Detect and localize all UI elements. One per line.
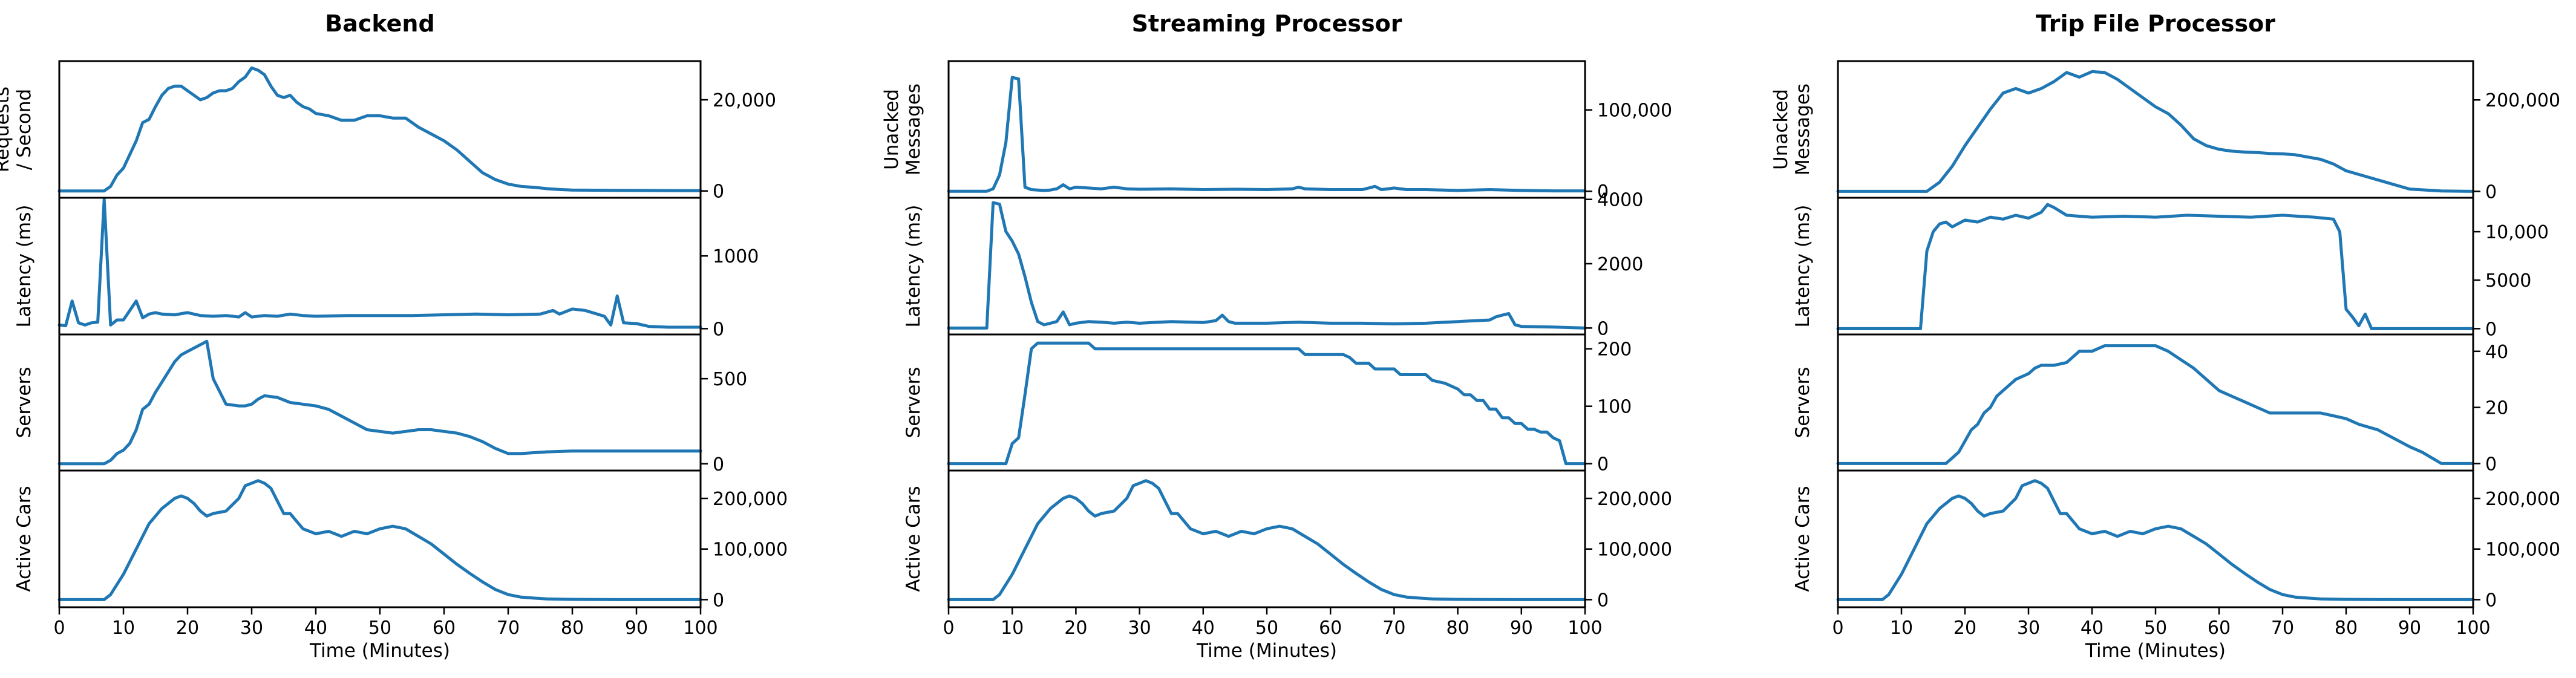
series-line [947,479,1587,601]
x-tick-label: 20 [176,618,199,639]
y-axis-label: Latency (ms) [903,205,924,328]
y-tick-label: 200,000 [2485,489,2560,510]
y-tick-label: 10,000 [2485,222,2549,243]
x-tick-label: 60 [2208,618,2231,639]
y-axis-label: Servers [13,367,35,438]
y-tick-label: 0 [1597,318,1609,339]
y-tick-label: 200,000 [713,489,788,510]
series-line [947,201,1587,330]
x-tick-label: 30 [2017,618,2040,639]
chart-title: Streaming Processor [1132,10,1402,37]
y-axis-label: Active Cars [13,486,35,592]
y-axis-label: Requests [0,86,13,172]
x-tick-label: 80 [2335,618,2358,639]
y-tick-label: 0 [2485,454,2497,475]
y-axis-label: Unacked [1770,89,1792,170]
y-tick-label: 200 [1597,339,1632,360]
x-axis-label: Time (Minutes) [1196,640,1337,662]
y-axis-label: Servers [903,367,924,438]
series-line [57,66,702,193]
x-tick-label: 80 [561,618,584,639]
x-tick-label: 90 [1510,618,1533,639]
x-tick-label: 50 [368,618,391,639]
y-tick-label: 0 [2485,590,2497,611]
x-tick-label: 30 [1128,618,1151,639]
x-tick-label: 100 [683,618,718,639]
x-axis-label: Time (Minutes) [309,640,450,662]
y-tick-label: 0 [713,181,724,203]
y-tick-label: 0 [713,590,724,611]
x-tick-label: 90 [625,618,648,639]
series-line [1836,344,2475,465]
series-line [57,479,702,601]
x-tick-label: 70 [2271,618,2294,639]
chart-title: Trip File Processor [2036,10,2275,37]
y-tick-label: 100 [1597,397,1632,418]
y-tick-label: 1000 [713,246,759,267]
y-axis-label: Latency (ms) [13,205,35,328]
y-axis-label: Latency (ms) [1792,205,1814,328]
y-tick-label: 0 [713,319,724,340]
x-tick-label: 0 [1832,618,1843,639]
y-axis-label: / Second [13,89,35,170]
y-axis-label: Messages [903,83,924,175]
series-line [1836,203,2475,330]
series-line [947,341,1587,466]
x-tick-label: 90 [2398,618,2421,639]
x-tick-label: 10 [112,618,135,639]
x-tick-label: 10 [1001,618,1024,639]
y-tick-label: 5000 [2485,270,2531,292]
x-tick-label: 50 [2144,618,2167,639]
x-tick-label: 50 [1255,618,1278,639]
series-line [947,76,1587,193]
y-tick-label: 0 [1597,590,1609,611]
x-tick-label: 60 [1319,618,1342,639]
y-tick-label: 0 [2485,319,2497,340]
x-tick-label: 100 [1568,618,1602,639]
y-axis-label: Active Cars [903,486,924,592]
x-tick-label: 10 [1890,618,1913,639]
series-line [1836,70,2475,193]
y-axis-label: Messages [1792,83,1814,175]
x-axis-label: Time (Minutes) [2085,640,2226,662]
chart-title: Backend [325,10,434,37]
y-tick-label: 100,000 [1597,539,1672,561]
x-tick-label: 40 [2081,618,2104,639]
y-tick-label: 100,000 [2485,539,2560,561]
y-tick-label: 2000 [1597,254,1643,275]
y-tick-label: 0 [1597,181,1609,203]
x-tick-label: 60 [433,618,456,639]
series-line [57,339,702,466]
x-tick-label: 80 [1447,618,1469,639]
y-tick-label: 200,000 [1597,489,1672,510]
y-tick-label: 4000 [1597,190,1643,211]
series-line [1836,479,2475,601]
y-axis-label: Active Cars [1792,486,1814,592]
y-tick-label: 0 [713,454,724,475]
y-axis-label: Unacked [881,89,903,170]
y-tick-label: 100,000 [713,539,788,561]
x-tick-label: 20 [1064,618,1087,639]
y-tick-label: 200,000 [2485,90,2560,111]
y-tick-label: 20,000 [713,90,776,111]
y-tick-label: 100,000 [1597,100,1672,122]
x-tick-label: 40 [304,618,327,639]
x-tick-label: 0 [943,618,954,639]
x-tick-label: 40 [1192,618,1215,639]
y-tick-label: 500 [713,369,747,390]
y-tick-label: 0 [2485,181,2497,203]
x-tick-label: 100 [2456,618,2490,639]
y-tick-label: 20 [2485,398,2508,419]
y-tick-label: 0 [1597,454,1609,475]
x-tick-label: 0 [53,618,65,639]
x-tick-label: 20 [1953,618,1976,639]
y-tick-label: 40 [2485,342,2508,363]
x-tick-label: 70 [1382,618,1405,639]
series-line [57,197,702,329]
x-tick-label: 70 [497,618,520,639]
y-axis-label: Servers [1792,367,1814,438]
x-tick-label: 30 [240,618,263,639]
